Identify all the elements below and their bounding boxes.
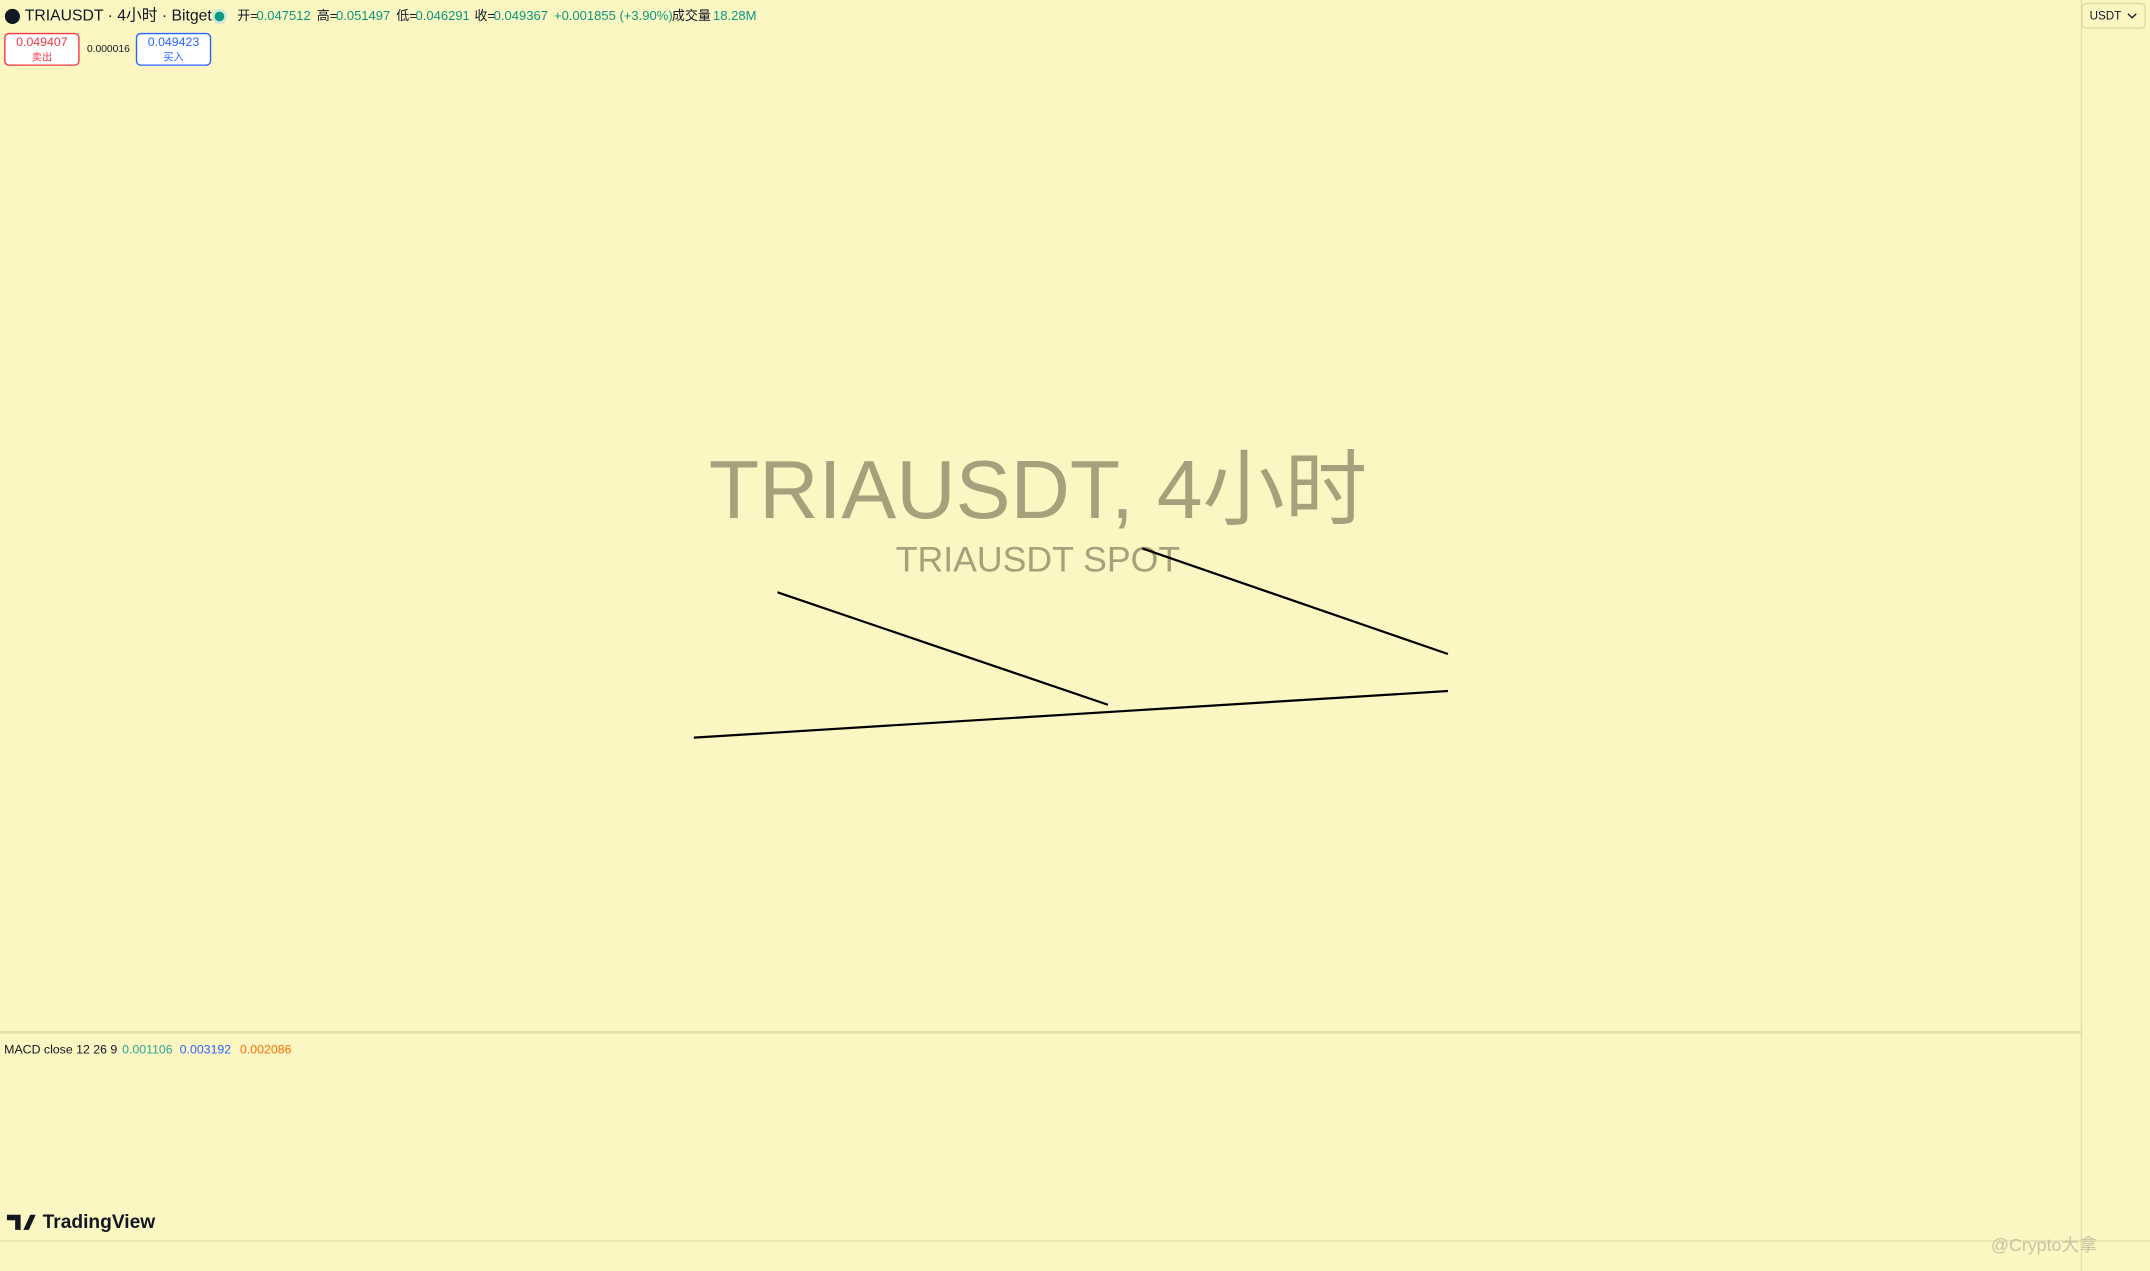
macd-legend-macd: 0.003192 [180,1043,232,1057]
high-value: 0.051497 [336,8,390,23]
watermark-subtitle: TRIAUSDT SPOT [896,540,1180,580]
buy-price: 0.049423 [148,35,200,49]
change-value: +0.001855 (+3.90%) [554,8,673,23]
buy-button[interactable] [135,32,212,66]
brand-logo [6,1214,36,1230]
close-value: 0.049367 [494,8,548,23]
low-value: 0.046291 [416,8,470,23]
open-label: 开= [237,8,258,23]
volume-label: 成交量 [672,8,711,23]
volume-value: 18.28M [713,8,756,23]
support-line [693,689,1449,739]
close-label: 收= [474,8,495,23]
buy-label: 买入 [163,51,184,63]
macd-legend-histogram: 0.001106 [122,1043,173,1057]
currency-label: USDT [2090,10,2122,23]
resistance-line [1141,547,1449,656]
market-status[interactable] [211,8,227,24]
sell-button[interactable] [4,32,80,66]
symbol-title: TRIAUSDT · 4小时 · Bitget [25,7,213,25]
trend-lines [693,547,1449,739]
sell-label: 卖出 [32,50,53,63]
resistance-line [777,591,1109,706]
symbol-logo [4,8,20,24]
open-value: 0.047512 [256,8,310,23]
sell-price: 0.049407 [16,35,68,49]
header: TRIAUSDT · 4小时 · Bitget 开= 0.047512 高= 0… [4,2,2146,1255]
currency-dropdown[interactable] [2081,2,2146,29]
high-label: 高= [317,8,338,23]
spread: 0.000016 [87,44,130,55]
brand-name: TradingView [43,1212,156,1233]
low-label: 低= [396,8,417,23]
macd-legend-signal: 0.002086 [240,1043,292,1057]
dropdown-chevron [2127,13,2137,19]
author-watermark: @Crypto大拿 [1991,1234,2097,1255]
macd-title: MACD close 12 26 9 [4,1043,117,1057]
watermark-title: TRIAUSDT, 4小时 [709,445,1367,536]
